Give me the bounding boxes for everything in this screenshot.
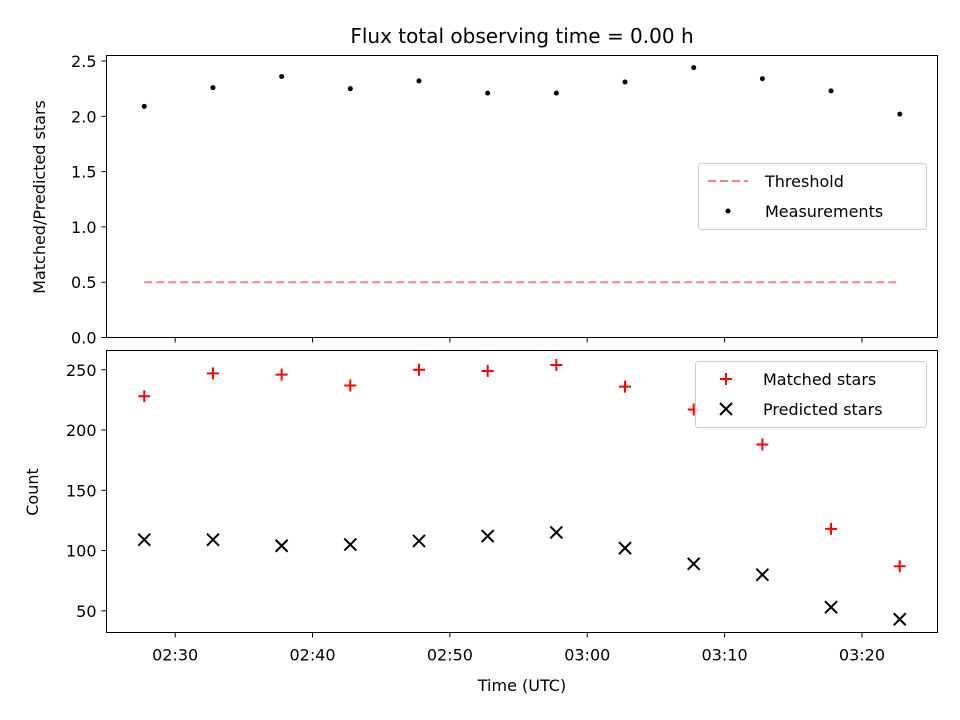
ratio-y-axis-label: Matched/Predicted stars [30,100,49,294]
count-matched-point [825,522,838,535]
ratio-measurement-point [759,76,765,82]
count-predicted-point [206,532,220,547]
count-predicted-point [549,525,564,540]
ratio-ytick-label: 1.0 [71,218,96,237]
count-predicted-point [824,600,838,614]
ratio-measurement-point [141,103,147,109]
legend-swatch-predicted [719,402,733,416]
ratio-measurement-point [897,111,903,117]
ratio-measurement-point [210,85,216,91]
count-predicted-point [755,567,770,582]
ratio-ytick-label: 0.5 [71,273,96,292]
legend-swatch-measurements [725,208,731,214]
count-axes: 50 100 150 200 250 02:30 02:40 02:50 03:00 03:10… [23,350,938,695]
count-predicted-point [893,612,907,626]
count-matched-point [275,368,288,381]
count-legend: Matched stars Predicted stars [695,361,927,428]
ratio-legend-box [698,163,927,230]
count-predicted-point [343,537,358,552]
count-predicted-point [274,539,289,553]
count-predicted-point [412,534,426,548]
legend-label-predicted: Predicted stars [763,400,883,419]
ratio-legend: Threshold Measurements [698,163,927,230]
count-matched-point [412,363,425,376]
legend-label-matched: Matched stars [763,370,876,389]
count-ytick-label: 200 [66,421,97,440]
ratio-ytick-label: 2.0 [71,107,96,126]
count-xtick-label: 02:40 [289,646,335,665]
count-predicted-point [137,532,151,547]
count-predicted-point [618,541,632,555]
ratio-measurement-point [691,65,697,71]
count-predicted-point [480,529,495,543]
count-matched-point [344,379,357,392]
count-x-ticks: 02:30 02:40 02:50 03:00 03:10 03:20 [152,632,885,665]
count-ytick-label: 50 [76,602,96,621]
count-y-axis-label: Count [23,468,42,516]
ratio-measurement-point [416,78,422,84]
count-ytick-label: 250 [66,361,97,380]
ratio-x-ticks [174,337,863,343]
count-matched-point [206,367,219,380]
ratio-measurement-point [347,86,353,92]
count-y-ticks: 50 100 150 200 250 [66,361,107,621]
count-xtick-label: 03:20 [839,646,885,665]
count-axes-frame [106,350,938,633]
count-xtick-label: 03:10 [702,646,748,665]
count-predicted-point [686,557,701,571]
count-legend-box [695,361,927,428]
count-xtick-label: 02:30 [152,646,198,665]
ratio-measurement-point [622,79,628,85]
ratio-ytick-label: 2.5 [71,52,96,71]
ratio-measurement-point [553,90,559,96]
chart-title: Flux total observing time = 0.00 h [350,24,693,48]
count-xtick-label: 03:00 [564,646,610,665]
ratio-measurement-point [279,74,285,80]
ratio-marks [141,65,903,284]
count-matched-point [893,560,906,573]
x-axis-label: Time (UTC) [477,676,566,695]
count-matched-point [550,358,563,371]
ratio-measurement-point [828,88,834,94]
ratio-ytick-label: 0.0 [71,329,96,348]
count-matched-point [481,364,494,377]
count-matched-point [756,438,769,451]
ratio-axes-frame [106,55,938,338]
ratio-y-ticks: 0.0 0.5 1.0 1.5 2.0 2.5 [71,52,107,348]
count-matched-point [619,380,632,393]
ratio-axes: 0.0 0.5 1.0 1.5 2.0 2.5 Matched/Predicted sta… [30,52,938,348]
legend-label-measurements: Measurements [765,202,883,221]
ratio-measurement-point [485,90,491,96]
count-ytick-label: 150 [66,481,97,500]
count-marks [137,358,907,626]
legend-swatch-matched [720,373,732,385]
legend-label-threshold: Threshold [764,172,844,191]
count-xtick-label: 02:50 [427,646,473,665]
count-matched-point [138,390,151,403]
ratio-ytick-label: 1.5 [71,163,96,182]
count-ytick-label: 100 [66,542,97,561]
